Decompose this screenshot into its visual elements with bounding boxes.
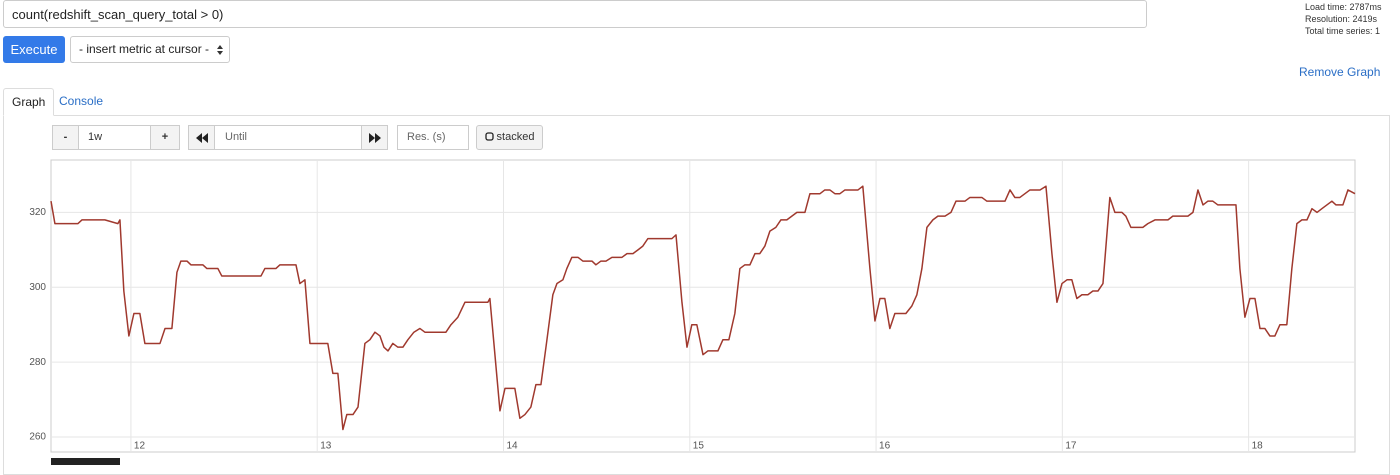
- page: count(redshift_scan_query_total > 0) Loa…: [3, 0, 1390, 475]
- range-input[interactable]: 1w: [78, 125, 151, 150]
- stacked-checkbox: [484, 132, 494, 141]
- resolution-input[interactable]: Res. (s): [397, 125, 469, 150]
- graph-tab[interactable]: Graph: [3, 88, 55, 116]
- forward-icon: [368, 133, 381, 143]
- rewind-icon: [195, 133, 208, 143]
- legend-bar: [51, 458, 120, 465]
- until-input[interactable]: Until: [214, 125, 362, 150]
- range-plus[interactable]: +: [150, 125, 180, 150]
- range-minus[interactable]: -: [52, 125, 79, 150]
- remove-graph-link[interactable]: Remove Graph: [1299, 65, 1381, 79]
- metric-select[interactable]: - insert metric at cursor -: [70, 36, 230, 63]
- query-stats: Load time: 2787ms Resolution: 2419s Tota…: [1305, 1, 1382, 37]
- time-forward[interactable]: [361, 125, 388, 150]
- console-tab[interactable]: Console: [59, 94, 104, 108]
- stat: Total time series: 1: [1305, 26, 1381, 36]
- stacked-label: stacked: [496, 131, 535, 143]
- graph-panel: [3, 115, 1390, 475]
- stacked-button[interactable]: stacked: [476, 125, 543, 150]
- time-back[interactable]: [188, 125, 215, 150]
- select-label: - insert metric at cursor -: [79, 42, 210, 56]
- execute-button[interactable]: Execute: [3, 36, 65, 63]
- select-arrow: [217, 45, 223, 55]
- stat: Load time: 2787ms: [1305, 2, 1382, 12]
- stat: Resolution: 2419s: [1305, 14, 1378, 24]
- query-input[interactable]: count(redshift_scan_query_total > 0): [3, 0, 1147, 28]
